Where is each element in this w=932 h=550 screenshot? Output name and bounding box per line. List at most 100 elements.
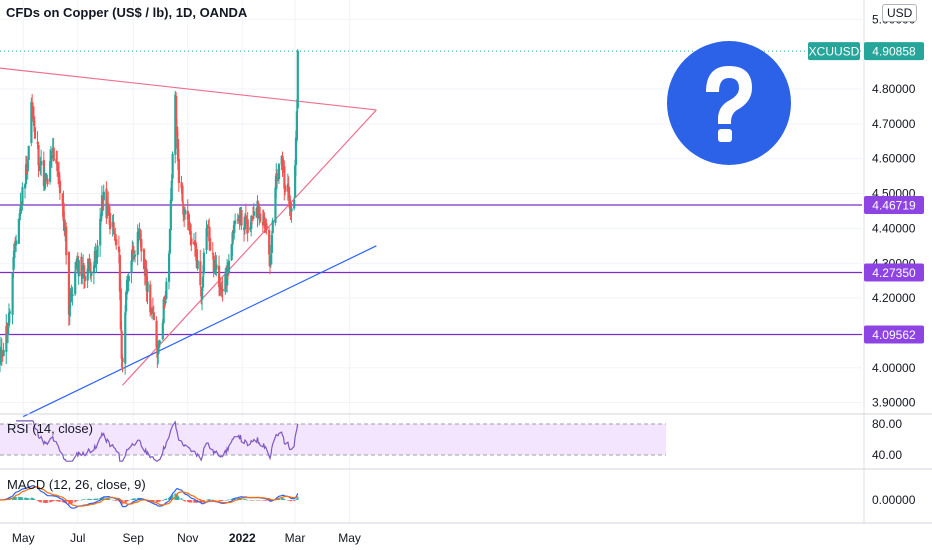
macd-histogram-bar bbox=[108, 499, 111, 500]
macd-histogram-bar bbox=[111, 499, 114, 501]
candle-body bbox=[124, 312, 127, 364]
candle-body bbox=[259, 213, 262, 222]
macd-histogram-bar bbox=[83, 499, 86, 500]
candle-body bbox=[55, 159, 58, 164]
candle-body bbox=[261, 221, 265, 226]
candle-body bbox=[252, 216, 255, 218]
candle-body bbox=[12, 257, 15, 271]
candle-body bbox=[209, 238, 212, 251]
candle-body bbox=[96, 245, 99, 258]
candle-body bbox=[169, 199, 172, 231]
candle-body bbox=[287, 186, 290, 198]
macd-histogram-bar bbox=[90, 499, 93, 500]
candle-body bbox=[56, 161, 59, 172]
macd-histogram-bar bbox=[215, 500, 218, 501]
candle-body bbox=[290, 208, 293, 212]
candle-body bbox=[294, 137, 298, 166]
candle-body bbox=[221, 288, 224, 292]
candle-body bbox=[27, 145, 30, 160]
candle-body bbox=[52, 147, 55, 161]
candle-body bbox=[67, 251, 71, 315]
candle-body bbox=[295, 111, 299, 141]
candle-body bbox=[112, 222, 115, 231]
candle-body bbox=[33, 127, 37, 139]
macd-histogram-bar bbox=[27, 498, 30, 500]
candle-body bbox=[7, 326, 10, 336]
macd-histogram-bar bbox=[171, 494, 174, 500]
candle-body bbox=[24, 184, 27, 189]
candle-body bbox=[220, 287, 223, 289]
candle-body bbox=[149, 284, 152, 313]
candle-body bbox=[246, 219, 249, 233]
drawing-lines bbox=[0, 50, 862, 418]
candle-body bbox=[252, 211, 256, 216]
candle-body bbox=[102, 191, 105, 201]
candle-body bbox=[170, 180, 173, 202]
candle-body bbox=[263, 217, 266, 228]
macd-histogram-bar bbox=[245, 499, 248, 501]
macd-histogram-bar bbox=[211, 499, 214, 501]
macd-histogram-bar bbox=[180, 498, 183, 500]
x-tick-label: Jul bbox=[70, 531, 85, 545]
macd-histogram-bar bbox=[190, 500, 193, 503]
candle-body bbox=[58, 180, 62, 194]
macd-histogram-bar bbox=[115, 500, 118, 501]
candle-body bbox=[61, 193, 64, 206]
candle-body bbox=[219, 286, 223, 292]
macd-histogram-bar bbox=[32, 498, 35, 500]
signal-line bbox=[0, 486, 299, 507]
candle-body bbox=[265, 223, 268, 230]
candle-body bbox=[63, 220, 66, 229]
candle-body bbox=[8, 311, 12, 314]
candle-body bbox=[30, 102, 33, 143]
candle-body bbox=[11, 272, 14, 315]
macd-label: MACD (12, 26, close, 9) bbox=[7, 477, 146, 492]
candle-body bbox=[15, 240, 18, 246]
x-tick-label: 2022 bbox=[229, 531, 256, 545]
candle-body bbox=[196, 260, 199, 269]
candle-body bbox=[19, 203, 22, 214]
candle-body bbox=[293, 199, 296, 209]
candle-body bbox=[74, 271, 77, 295]
candle-body bbox=[227, 260, 231, 274]
candle-body bbox=[21, 187, 24, 205]
candle-body bbox=[294, 165, 297, 198]
candle-body bbox=[240, 210, 243, 226]
candle-body bbox=[142, 249, 146, 270]
currency-button[interactable]: USD bbox=[882, 4, 918, 22]
candle-body bbox=[74, 266, 78, 269]
candle-body bbox=[171, 153, 174, 179]
candle-body bbox=[284, 185, 287, 192]
trendline-upper bbox=[0, 67, 377, 111]
candle-body bbox=[127, 276, 130, 282]
candle-body bbox=[95, 256, 98, 264]
candle-body bbox=[250, 216, 253, 229]
candle-body bbox=[167, 253, 171, 282]
candle-body bbox=[186, 210, 189, 220]
candle-body bbox=[233, 220, 236, 234]
candle-body bbox=[136, 232, 139, 255]
macd-histogram-bar bbox=[259, 500, 262, 501]
y-tick-label: 4.20000 bbox=[872, 291, 916, 305]
candle-body bbox=[176, 126, 179, 137]
trendline-support bbox=[22, 245, 377, 418]
candle-body bbox=[215, 264, 218, 270]
macd-histogram-bar bbox=[240, 498, 243, 500]
candle-body bbox=[201, 287, 204, 300]
candle-body bbox=[105, 188, 108, 218]
macd-tick-label: 0.00000 bbox=[872, 493, 916, 507]
candle-body bbox=[62, 202, 65, 222]
y-tick-label: 4.00000 bbox=[872, 361, 916, 375]
candle-body bbox=[236, 218, 240, 221]
candle-body bbox=[71, 293, 74, 296]
macd-pane bbox=[0, 484, 299, 509]
price-candles bbox=[0, 49, 299, 375]
candle-body bbox=[40, 160, 43, 166]
candle-body bbox=[226, 268, 229, 286]
candle-body bbox=[282, 162, 285, 169]
candle-body bbox=[132, 245, 135, 255]
macd-histogram-bar bbox=[293, 500, 296, 502]
candle-body bbox=[202, 252, 206, 274]
candle-body bbox=[94, 250, 97, 261]
